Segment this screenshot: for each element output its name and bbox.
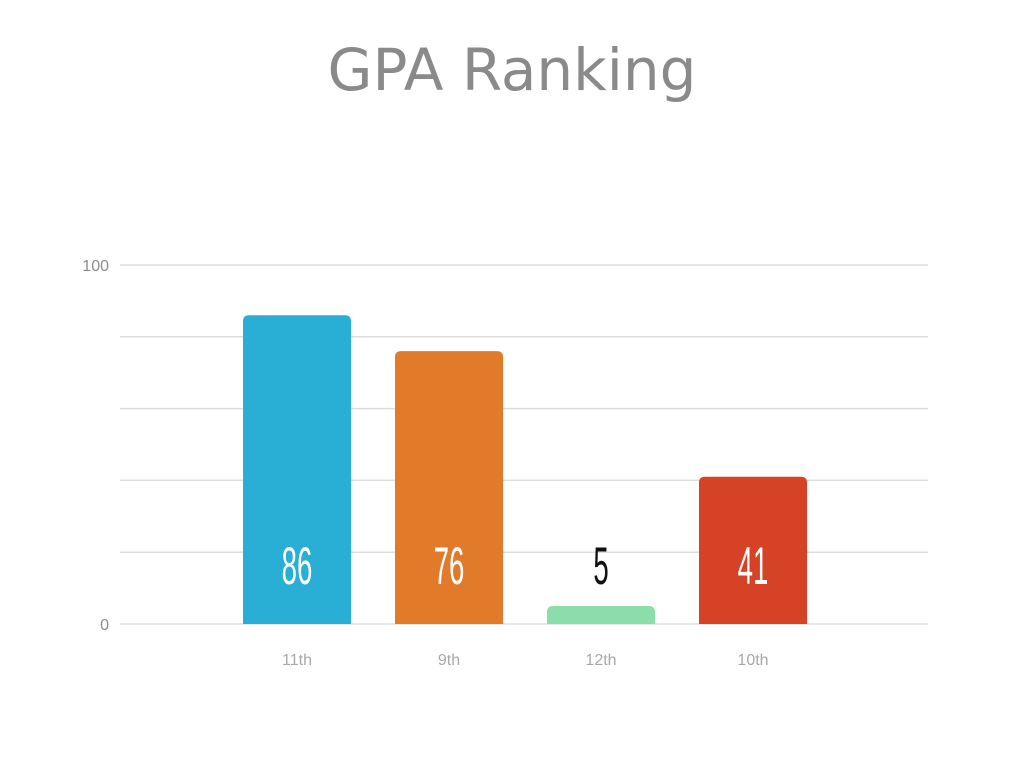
chart-title: GPA Ranking: [328, 36, 697, 104]
data-label: 5: [593, 536, 608, 595]
x-axis: 11th 9th 12th 10th: [282, 652, 769, 669]
x-tick-label: 12th: [585, 652, 616, 669]
data-label: 86: [282, 536, 313, 595]
bar-10th: [699, 476, 807, 624]
bar-9th: [395, 351, 503, 624]
data-label: 41: [738, 536, 769, 595]
y-tick-label: 100: [82, 258, 109, 275]
bars: [243, 315, 807, 624]
x-tick-label: 9th: [438, 652, 460, 669]
bar-11th: [243, 315, 351, 624]
x-tick-label: 11th: [282, 652, 312, 669]
y-axis: 0 100: [82, 258, 109, 634]
x-tick-label: 10th: [737, 652, 768, 669]
data-labels: 86 76 5 41: [282, 536, 769, 595]
bar-12th: [547, 606, 655, 624]
data-label: 76: [434, 536, 465, 595]
y-tick-label: 0: [100, 617, 109, 634]
